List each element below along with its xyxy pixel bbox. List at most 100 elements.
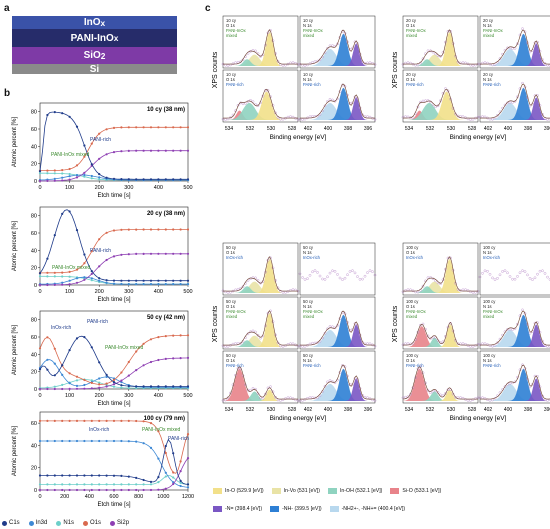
xps-data-point xyxy=(336,42,339,46)
xps-data-point xyxy=(241,285,245,288)
xps-data-point xyxy=(503,385,507,388)
xps-cell-label: O 1s xyxy=(406,250,415,255)
fit-envelope xyxy=(223,310,298,346)
profile-marker-c1s xyxy=(120,384,123,387)
legend-swatch xyxy=(390,488,400,494)
profile-marker-si2p xyxy=(135,252,138,255)
profile-marker-c1s xyxy=(149,178,153,181)
xps-data-point xyxy=(483,397,487,400)
profile-marker-in3d xyxy=(149,283,153,286)
profile-marker-si2p xyxy=(53,179,56,182)
profile-marker-o1s xyxy=(68,419,71,422)
profile-marker-c1s xyxy=(112,177,116,180)
profile-marker-n1s xyxy=(61,172,64,175)
xps-data-point xyxy=(541,113,544,116)
profile-marker-n1s xyxy=(135,483,138,486)
profile-marker-n1s xyxy=(172,476,175,479)
profile-marker-n1s xyxy=(164,475,167,478)
profile-marker-c1s xyxy=(112,381,116,384)
fit-envelope xyxy=(403,88,478,119)
xps-data-point xyxy=(511,277,514,281)
n-tick-label: 400 xyxy=(504,126,513,132)
fit-component xyxy=(480,329,550,347)
xps-cell-frame xyxy=(402,15,479,69)
x-tick-label: 200 xyxy=(95,393,104,399)
profile-marker-si2p xyxy=(83,387,86,390)
x-tick-label: 200 xyxy=(95,185,104,191)
profile-marker-si2p xyxy=(135,488,138,492)
profile-marker-in3d xyxy=(186,486,190,489)
profile-marker-si2p xyxy=(112,255,116,258)
fit-component xyxy=(223,281,298,293)
xps-data-point xyxy=(416,367,420,370)
legend-text: In3d xyxy=(35,520,48,526)
profile-marker-c1s xyxy=(105,474,108,477)
xps-data-point xyxy=(508,381,512,385)
xps-data-point xyxy=(356,275,359,278)
profile-marker-n1s xyxy=(61,483,64,486)
profile-marker-si2p xyxy=(120,379,123,382)
xps-cell-label: 10 cy xyxy=(303,72,314,77)
xps-data-point xyxy=(538,269,542,273)
fit-component xyxy=(223,286,298,293)
xps-cell-label: PANI-rich xyxy=(483,363,501,368)
profile-marker-c1s xyxy=(75,337,79,340)
xps-data-point xyxy=(311,341,314,345)
xps-cell-label: 100 cy xyxy=(483,245,496,250)
y-tick-label: 0 xyxy=(34,387,37,393)
profile-marker-c1s xyxy=(61,474,64,477)
xps-data-point xyxy=(439,282,442,286)
profile-marker-in3d xyxy=(98,377,101,380)
profile-marker-si2p xyxy=(157,149,160,152)
profile-marker-o1s xyxy=(83,419,86,422)
x-tick-label: 600 xyxy=(109,494,118,500)
n-tick-label: 402 xyxy=(304,407,313,413)
profile-line-in3d xyxy=(40,440,189,488)
legend-swatch xyxy=(329,506,339,512)
profile-marker-c1s xyxy=(61,112,64,115)
profile-marker-o1s xyxy=(98,419,101,422)
profile-marker-o1s xyxy=(142,126,145,129)
y-tick-label: 40 xyxy=(31,144,37,150)
legend-marker xyxy=(110,520,116,526)
xps-data-point xyxy=(373,399,377,402)
xps-data-point xyxy=(291,397,295,401)
xps-data-point xyxy=(481,115,484,118)
xps-data-point xyxy=(226,291,230,294)
xps-cell-frame xyxy=(299,242,376,296)
profile-marker-o1s xyxy=(120,419,123,422)
x-tick-label: 0 xyxy=(38,494,41,500)
o-tick-label: 534 xyxy=(405,126,414,132)
xps-cell-label: mixed xyxy=(406,314,418,319)
profile-marker-in3d xyxy=(98,176,101,179)
n-tick-label: 402 xyxy=(484,407,493,413)
profile-marker-n1s xyxy=(120,386,123,389)
xps-cell-label: 10 cy xyxy=(226,72,237,77)
xps-cell-label: PANI-rich xyxy=(406,363,424,368)
profile-marker-si2p xyxy=(112,151,116,154)
profile-marker-n1s xyxy=(61,383,64,386)
profile-marker-c1s xyxy=(61,364,64,367)
y-tick-label: 60 xyxy=(31,421,37,427)
fit-component xyxy=(480,378,550,401)
fit-component xyxy=(403,368,478,401)
xps-data-point xyxy=(236,366,240,370)
profile-marker-si2p xyxy=(120,253,123,256)
n-tick-label: 396 xyxy=(364,407,373,413)
profile-marker-o1s xyxy=(179,460,182,463)
profile-marker-o1s xyxy=(112,378,116,381)
profile-marker-o1s xyxy=(105,231,108,234)
xps-data-point xyxy=(456,342,460,346)
fit-component xyxy=(300,33,375,66)
x-tick-label: 400 xyxy=(85,494,94,500)
xps-cell-label: PANI-InOx xyxy=(303,309,324,314)
profile-marker-in3d xyxy=(120,439,123,443)
xps-data-point xyxy=(498,57,502,60)
profile-marker-si2p xyxy=(186,149,190,152)
xps-data-point xyxy=(321,277,324,281)
profile-marker-si2p xyxy=(61,387,64,391)
xps-cell-label: InOx-rich xyxy=(483,255,501,260)
xps-cell-label: mixed xyxy=(226,314,238,319)
legend-swatch xyxy=(213,506,222,512)
fit-component xyxy=(300,378,375,401)
